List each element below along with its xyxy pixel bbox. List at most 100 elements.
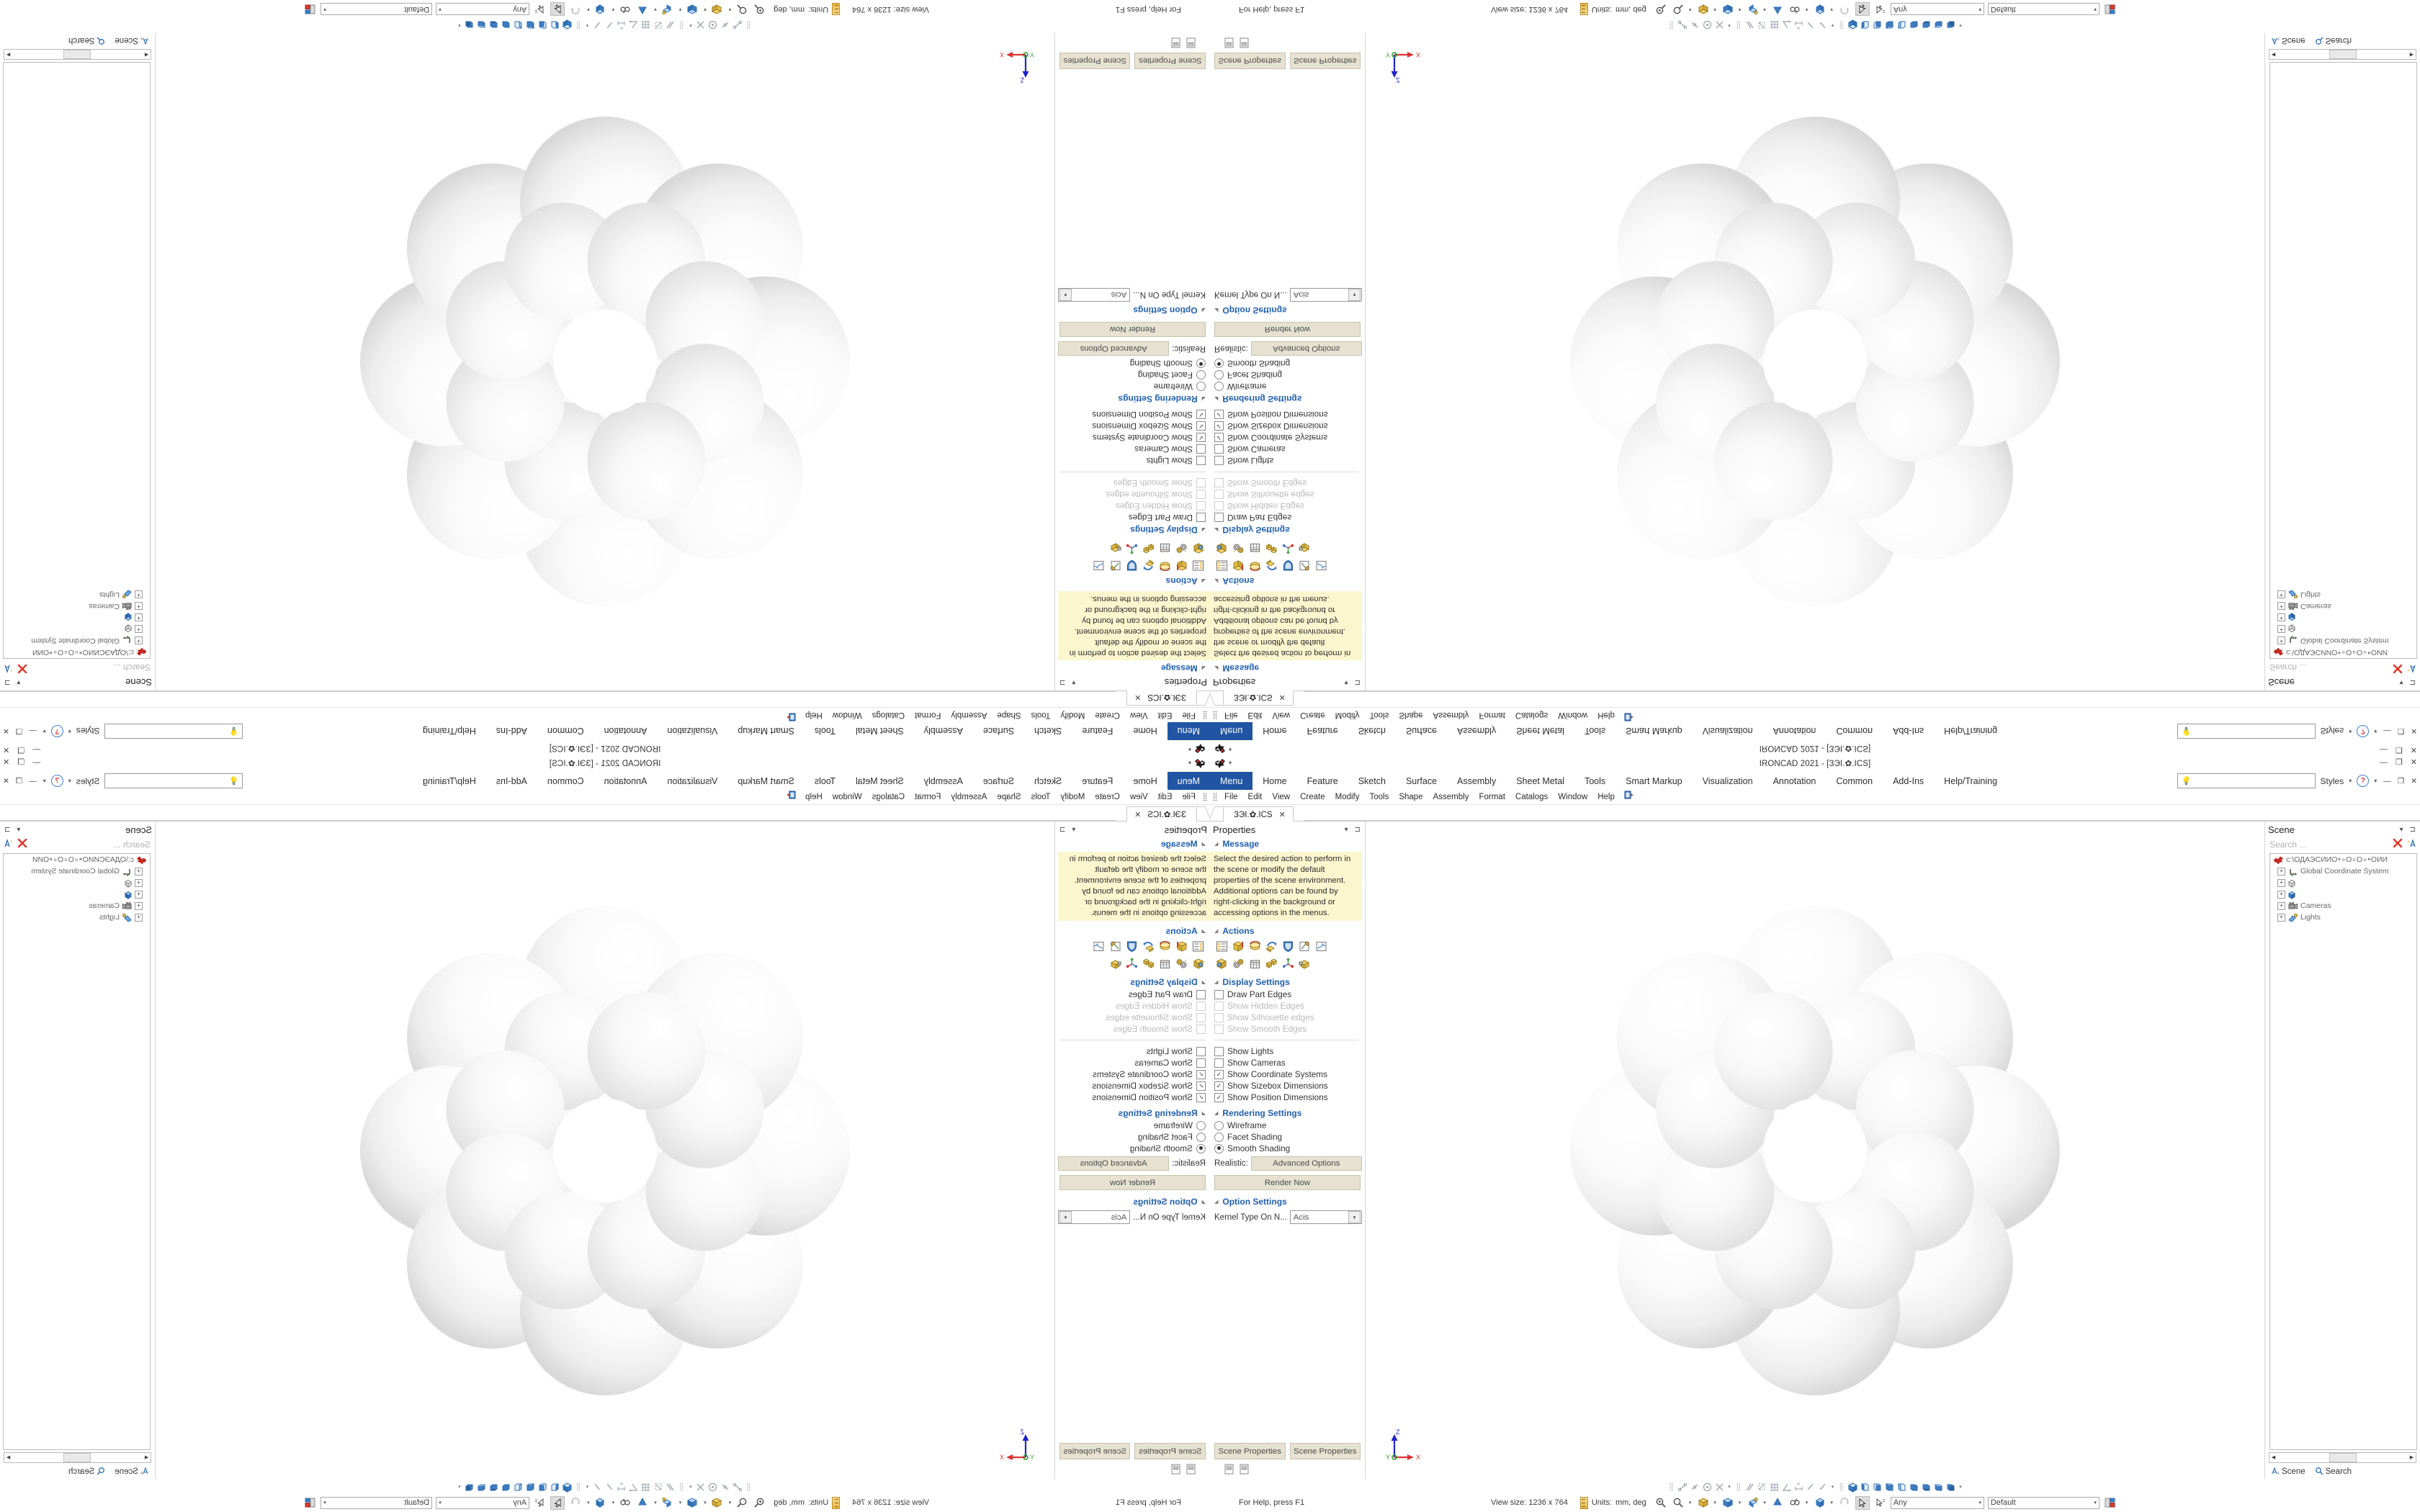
render-mode-caret-icon[interactable]: ▾ [704, 1500, 707, 1506]
menu-item-window[interactable]: Window [1558, 793, 1588, 801]
edit-sketch-icon[interactable] [1297, 939, 1312, 953]
menu-item-format[interactable]: Format [915, 711, 941, 719]
menu-item-window[interactable]: Window [832, 711, 862, 719]
snap-group3-grip[interactable] [1839, 1482, 1844, 1491]
scene-properties-button[interactable]: Scene Properties [1289, 1443, 1361, 1459]
snap-group2-grip[interactable] [680, 1482, 684, 1491]
menu-item-file[interactable]: File [1182, 793, 1196, 801]
properties-pin-icon[interactable]: ⊐ [1059, 678, 1066, 687]
kernel-type-select[interactable]: Acis ▾ [1058, 1210, 1131, 1225]
ribbon-tab-sheet-metal[interactable]: Sheet Metal [1516, 726, 1564, 737]
scene-pin-icon[interactable]: ⊐ [4, 678, 11, 687]
view-left-icon[interactable] [524, 1481, 537, 1493]
light-mode-icon[interactable] [660, 4, 674, 16]
view-iso-icon[interactable] [561, 1481, 573, 1493]
scene-collapse-icon[interactable]: ▾ [2399, 825, 2403, 834]
checkbox-show-sizebox-dimensions[interactable]: ✓ Show Sizebox Dimensions [1210, 420, 1365, 432]
quick-access-toolbar[interactable]: ▾ [1188, 757, 1206, 769]
ribbon-tab-common[interactable]: Common [547, 775, 584, 786]
menu-item-catalogs[interactable]: Catalogs [871, 793, 905, 801]
advanced-options-button[interactable]: Advanced Options [1058, 341, 1170, 356]
advanced-options-button[interactable]: Advanced Options [1058, 1156, 1170, 1171]
menu-item-help[interactable]: Help [1597, 711, 1615, 719]
perspective-caret-icon[interactable]: ▾ [1830, 1500, 1833, 1506]
snap-equal-icon[interactable] [603, 1481, 615, 1493]
menu-item-edit[interactable]: Edit [1157, 793, 1173, 801]
scene-tree-hscrollbar[interactable]: ◀ ▶ [4, 1452, 151, 1463]
view-back-icon[interactable] [1871, 19, 1883, 32]
scene-tree-node[interactable]: + Lights [4, 589, 150, 600]
snap-equal-icon[interactable] [603, 19, 615, 32]
ironcad-eagle-icon[interactable] [1214, 743, 1226, 755]
graph-curve-icon[interactable] [1314, 559, 1328, 573]
chevron-down-icon[interactable]: ▾ [1059, 288, 1072, 301]
scene-tree-node[interactable]: + [2270, 877, 2416, 888]
view-front-icon[interactable] [1859, 19, 1871, 32]
scrollbar-thumb[interactable] [63, 50, 91, 60]
pan-icon[interactable] [568, 4, 582, 16]
window-controls[interactable]: — ❐ ✕ [3, 744, 40, 755]
scrollbar-thumb[interactable] [2329, 1452, 2357, 1462]
scene-tree-node[interactable]: + [2270, 624, 2416, 635]
snap-endpoint-icon[interactable] [1677, 19, 1689, 32]
blob-flower-solid[interactable] [346, 103, 864, 621]
view-right-icon[interactable] [512, 19, 524, 32]
ribbon-window-controls[interactable]: — ❐ ✕ [2383, 727, 2417, 736]
snap-group3-caret-icon[interactable]: ▾ [458, 1485, 461, 1490]
snap-group1-grip[interactable] [746, 1482, 750, 1491]
spreadsheet-icon[interactable] [1247, 956, 1262, 971]
actions-section-header[interactable]: ◢ Actions [1055, 924, 1210, 937]
snap-endpoint-icon[interactable] [731, 1481, 743, 1493]
menu-item-tools[interactable]: Tools [1369, 793, 1389, 801]
view-right-icon[interactable] [512, 1481, 524, 1493]
snap-tangent-icon[interactable] [1756, 19, 1768, 32]
print-block-icon[interactable] [1297, 956, 1312, 971]
close-button[interactable]: ✕ [2410, 745, 2417, 754]
blob-flower-solid[interactable] [1556, 891, 2074, 1410]
snap-midpoint-icon[interactable] [719, 1481, 731, 1493]
document-tab-close-icon[interactable]: ✕ [1134, 693, 1142, 702]
perspective-icon[interactable] [1813, 4, 1827, 16]
shade-mode-icon[interactable] [635, 1497, 649, 1509]
perspective-icon[interactable] [593, 4, 607, 16]
scene-tree-hscrollbar[interactable]: ◀ ▶ [2269, 49, 2416, 60]
graph-curve-icon[interactable] [1314, 939, 1328, 953]
scene-tree-hscrollbar[interactable]: ◀ ▶ [4, 49, 151, 60]
help-caret-icon[interactable]: ▾ [42, 778, 46, 784]
view-front-icon[interactable] [1859, 1481, 1871, 1493]
light-mode-icon[interactable] [660, 1497, 674, 1509]
checkbox-show-cameras[interactable]: Show Cameras [1210, 444, 1365, 455]
ribbon-tab-annotation[interactable]: Annotation [1773, 726, 1816, 737]
red-x-icon[interactable] [17, 838, 27, 852]
graph-curve-icon[interactable] [1092, 939, 1106, 953]
scene-collapse-icon[interactable]: ▾ [17, 825, 21, 834]
snap-group3-grip[interactable] [1839, 21, 1844, 30]
snap-group1-grip[interactable] [746, 21, 750, 30]
selection-filter-select[interactable]: Any ▾ [1890, 1496, 1984, 1509]
snap-perpendicular-icon[interactable] [1780, 1481, 1793, 1493]
style-caret-icon[interactable]: ▾ [323, 1500, 326, 1506]
doc-restore-button[interactable]: ❐ [2397, 726, 2405, 736]
ribbon-tab-sheet-metal[interactable]: Sheet Metal [856, 726, 904, 737]
rendering-settings-section-header[interactable]: ◢ Rendering Settings [1210, 1107, 1365, 1120]
scene-properties-button[interactable]: Scene Properties [1059, 1443, 1131, 1459]
expand-plus-icon[interactable]: + [135, 890, 143, 899]
scroll-left-arrow-icon[interactable]: ◀ [144, 1455, 149, 1460]
expand-plus-icon[interactable]: + [2277, 602, 2285, 611]
view-top-icon[interactable] [500, 1481, 512, 1493]
triball-icon[interactable] [1125, 541, 1139, 556]
doc-minimize-button[interactable]: — [29, 726, 37, 736]
scene-properties-mini-icon-2[interactable] [1171, 1464, 1180, 1475]
checkbox-show-coordinate-systems[interactable]: ✓ Show Coordinate Systems [1210, 432, 1365, 444]
scene-collapse-icon[interactable]: ▾ [2399, 678, 2403, 687]
styles-caret-icon[interactable]: ▾ [2349, 778, 2352, 784]
checkbox-show-position-dimensions[interactable]: ✓ Show Position Dimensions [1210, 1092, 1365, 1103]
snap-group1-caret-icon[interactable]: ▾ [1728, 1485, 1731, 1490]
styles-label[interactable]: Styles [76, 775, 100, 786]
view-top-icon[interactable] [1908, 1481, 1920, 1493]
radio-smooth-shading[interactable]: Smooth Shading [1055, 1143, 1210, 1154]
extrude-block-icon[interactable] [1175, 939, 1189, 953]
ribbon-tab-smart-markup[interactable]: Smart Markup [1626, 775, 1682, 786]
snap-symmetric-icon[interactable] [591, 19, 603, 32]
camera-caret-icon[interactable]: ▾ [611, 6, 615, 12]
